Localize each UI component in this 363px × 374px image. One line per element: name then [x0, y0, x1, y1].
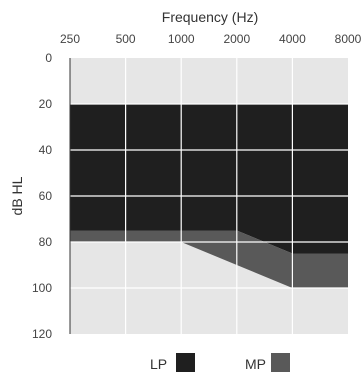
legend-swatch-mp [271, 353, 290, 372]
legend-label-lp: LP [150, 356, 167, 372]
legend-swatch-lp [176, 353, 195, 372]
x-tick-label: 500 [116, 32, 136, 46]
y-axis-title: dB HL [9, 176, 25, 215]
x-tick-label: 4000 [279, 32, 306, 46]
series-area-mp [70, 230, 348, 288]
x-tick-label: 2000 [223, 32, 250, 46]
y-tick-label: 80 [39, 235, 53, 249]
y-tick-labels: 0 20 40 60 80 100 120 [32, 51, 52, 341]
legend: LP MP [150, 353, 290, 372]
series-areas [70, 104, 348, 288]
x-tick-label: 250 [60, 32, 80, 46]
y-tick-label: 40 [39, 143, 53, 157]
legend-label-mp: MP [245, 356, 266, 372]
grid-lines [69, 58, 348, 334]
y-tick-label: 100 [32, 281, 52, 295]
x-axis-title: Frequency (Hz) [162, 9, 258, 25]
x-tick-label: 1000 [168, 32, 195, 46]
y-tick-label: 20 [39, 97, 53, 111]
series-area-lp [70, 104, 348, 254]
y-tick-label: 60 [39, 189, 53, 203]
x-tick-labels: 250 500 1000 2000 4000 8000 [60, 32, 362, 46]
y-tick-label: 0 [45, 51, 52, 65]
y-tick-label: 120 [32, 327, 52, 341]
x-tick-label: 8000 [335, 32, 362, 46]
